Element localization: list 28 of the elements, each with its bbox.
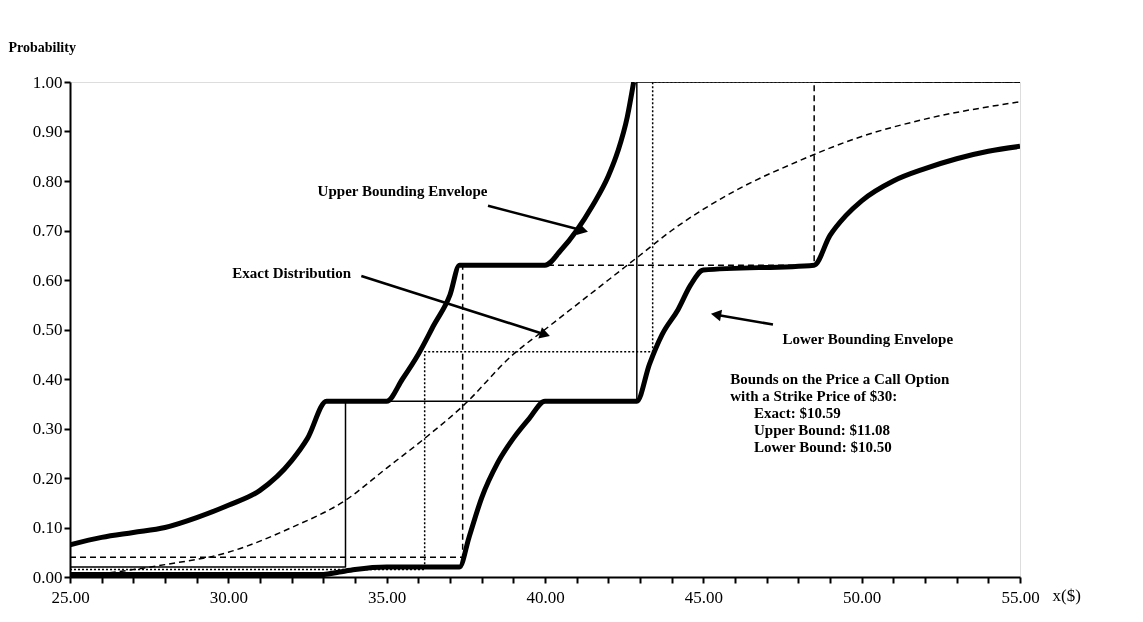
y-tick-label: 0.90 bbox=[32, 122, 63, 141]
annotation: Lower Bounding Envelope bbox=[782, 331, 954, 348]
annotation: Upper Bounding Envelope bbox=[317, 182, 488, 199]
x-axis-title: x($) bbox=[1052, 585, 1081, 605]
x-tick-label: 35.00 bbox=[368, 587, 407, 607]
y-tick-label: 0.40 bbox=[32, 369, 63, 389]
annotation: Exact Distribution bbox=[232, 264, 352, 281]
y-tick-label: 0.80 bbox=[32, 171, 63, 191]
x-tick-label: 45.00 bbox=[684, 587, 723, 607]
y-tick-label: 0.20 bbox=[32, 468, 63, 488]
annotation: Bounds on the Price a Call Option bbox=[730, 371, 951, 387]
annotation: Exact: $10.59 bbox=[754, 405, 841, 421]
x-tick-label: 25.00 bbox=[51, 587, 90, 607]
annotation: Upper Bound: $11.08 bbox=[754, 422, 891, 438]
x-tick-label: 30.00 bbox=[209, 587, 248, 607]
y-tick-label: 0.50 bbox=[32, 320, 63, 339]
annotation: with a Strike Price of $30: bbox=[730, 388, 898, 404]
y-tick-label: 0.60 bbox=[32, 270, 63, 290]
y-tick-label: 0.30 bbox=[32, 419, 63, 438]
y-axis-title: Probability bbox=[8, 39, 76, 55]
y-tick-label: 0.70 bbox=[32, 221, 63, 240]
x-tick-label: 40.00 bbox=[526, 587, 565, 607]
x-tick-label: 55.00 bbox=[1001, 587, 1040, 607]
y-tick-label: 0.10 bbox=[32, 518, 63, 537]
x-tick-label: 50.00 bbox=[843, 587, 882, 607]
annotation: Lower Bound: $10.50 bbox=[754, 439, 892, 455]
y-tick-label: 0.00 bbox=[32, 567, 63, 587]
y-tick-label: 1.00 bbox=[32, 72, 63, 92]
